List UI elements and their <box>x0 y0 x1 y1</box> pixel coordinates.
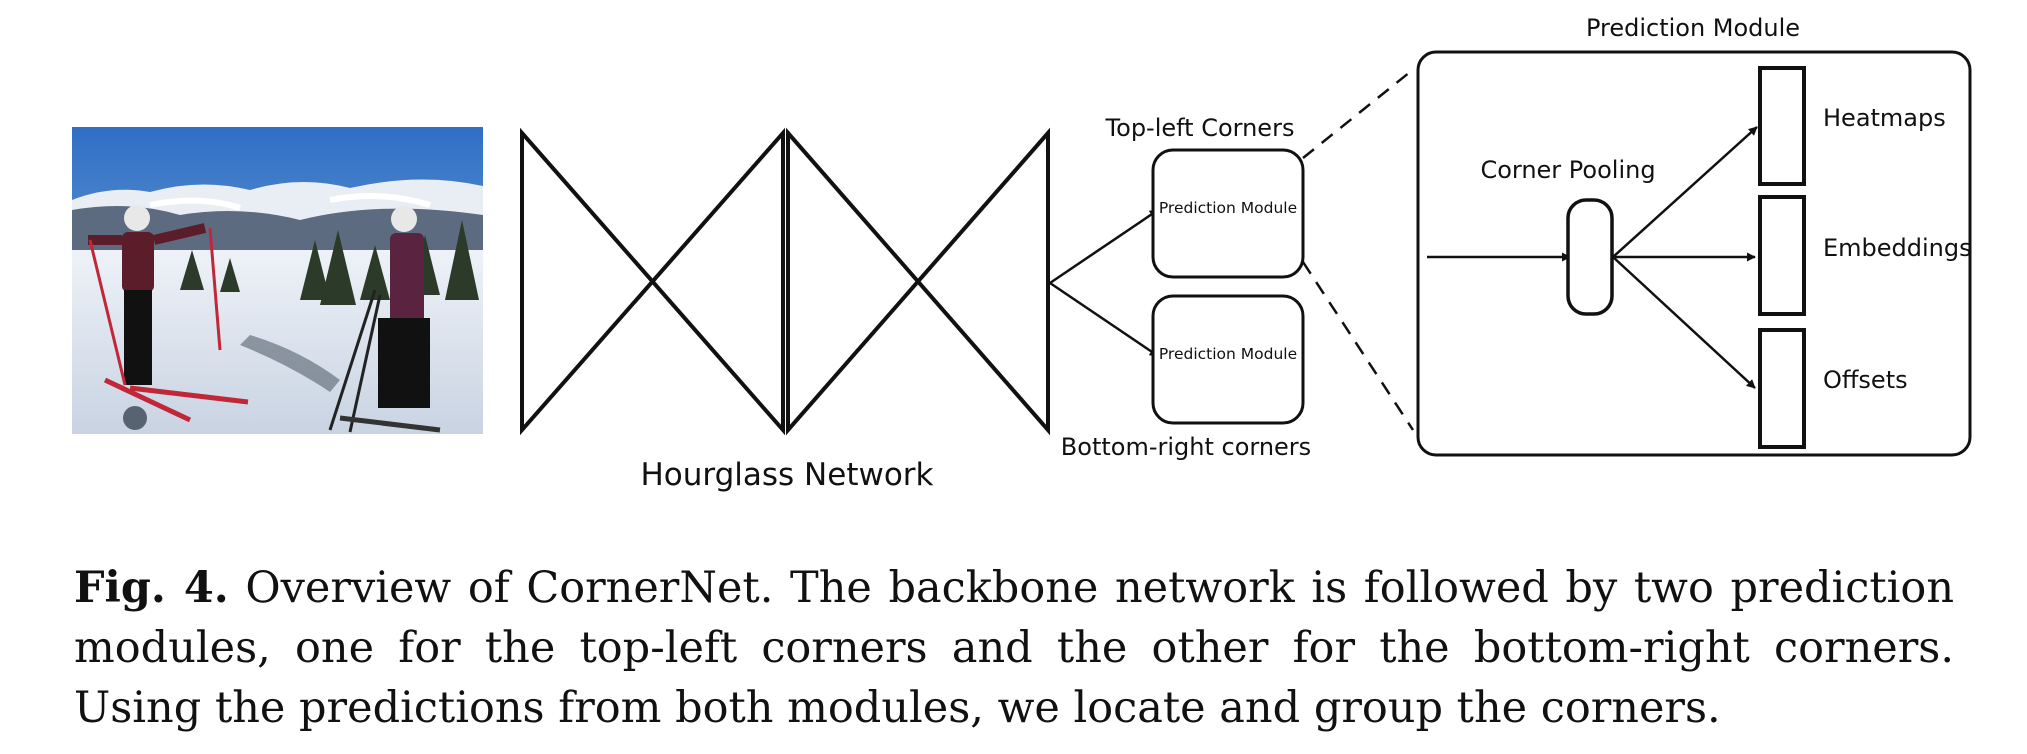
prediction-module-detail: Corner Pooling Heatmaps Embeddings Offse… <box>1416 50 1972 457</box>
branch-arrows <box>1049 208 1159 358</box>
prediction-module-bottom-right: Prediction Module <box>1151 294 1305 425</box>
corner-pooling-label: Corner Pooling <box>1480 156 1655 184</box>
prediction-module-top-left: Prediction Module <box>1151 148 1305 279</box>
offsets-block <box>1758 328 1806 449</box>
heatmaps-block <box>1758 66 1806 186</box>
zoom-title: Prediction Module <box>1586 14 1800 42</box>
offsets-label: Offsets <box>1823 366 1908 394</box>
hourglass-network <box>520 127 1050 436</box>
embeddings-block <box>1758 195 1806 316</box>
svg-text:Prediction Module: Prediction Module <box>1159 199 1297 217</box>
hourglass-label: Hourglass Network <box>640 457 933 493</box>
input-photo <box>72 127 483 434</box>
hourglass-1 <box>520 127 785 436</box>
embeddings-label: Embeddings <box>1823 234 1972 262</box>
bottom-branch-label: Bottom-right corners <box>1061 433 1311 461</box>
caption-text: Overview of CornerNet. The backbone netw… <box>74 563 1955 733</box>
heatmaps-label: Heatmaps <box>1823 104 1946 132</box>
figure-caption: Fig. 4. Overview of CornerNet. The backb… <box>74 558 1954 738</box>
zoom-dashed-lines <box>1301 67 1416 431</box>
caption-label: Fig. 4. <box>74 563 229 613</box>
svg-text:Prediction Module: Prediction Module <box>1159 345 1297 363</box>
cornernet-diagram: Hourglass Network Top-left Corners Predi… <box>72 14 1972 493</box>
top-branch-label: Top-left Corners <box>1105 114 1295 142</box>
corner-pooling-block <box>1566 198 1614 316</box>
hourglass-2 <box>786 127 1050 436</box>
